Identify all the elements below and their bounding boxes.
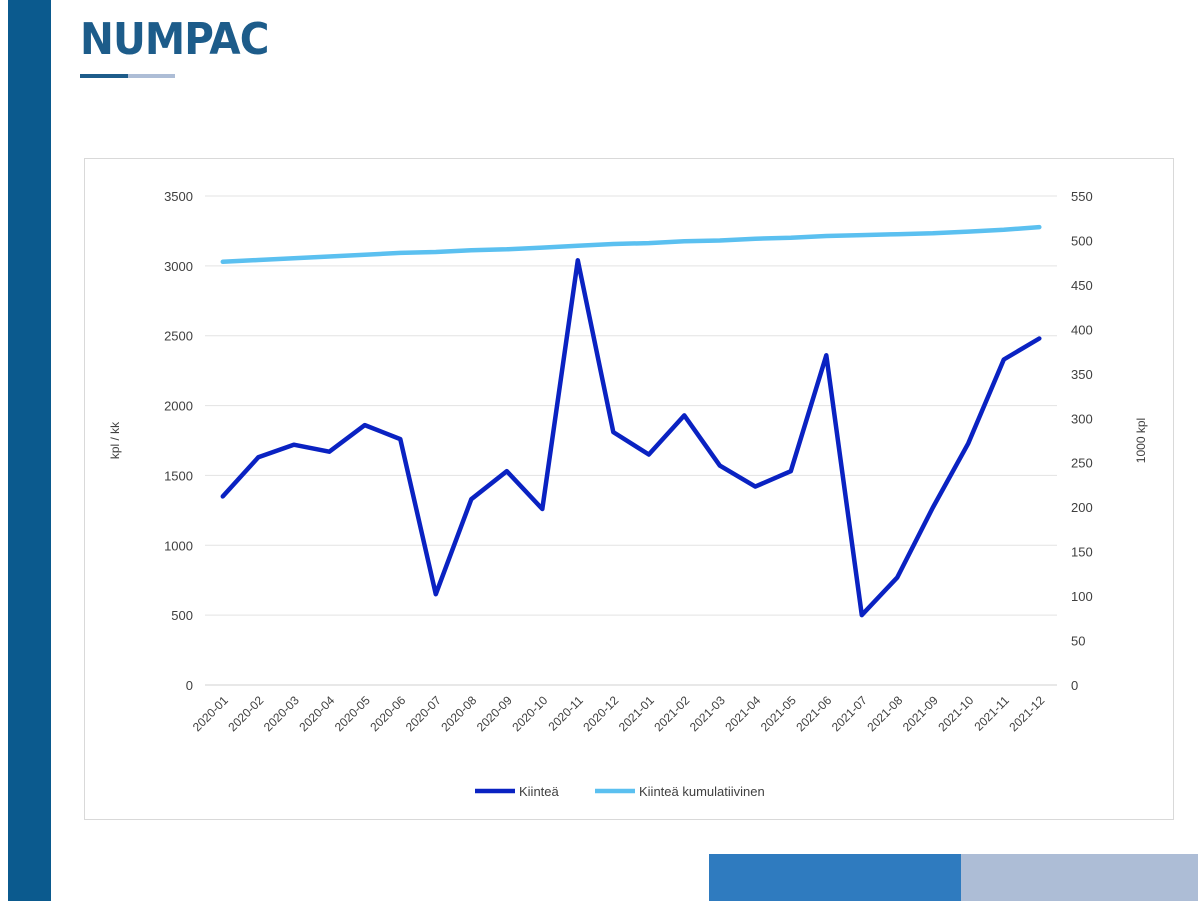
x-tick-label: 2020-08 xyxy=(438,693,479,734)
y-right-tick-label: 450 xyxy=(1071,278,1093,293)
x-tick-label: 2021-02 xyxy=(651,693,692,734)
x-tick-label: 2020-09 xyxy=(474,693,515,734)
x-tick-label: 2020-02 xyxy=(225,693,266,734)
x-tick-label: 2020-04 xyxy=(296,693,337,734)
footer-block-mid xyxy=(709,854,961,901)
y-left-tick-label: 500 xyxy=(171,608,193,623)
y-left-tick-label: 1000 xyxy=(164,538,193,553)
chart-area: 0 500 1000 1500 2000 2500 3000 3500 0 50 100 150 200… xyxy=(84,158,1174,820)
y-right-tick-label: 150 xyxy=(1071,545,1093,560)
x-tick-label: 2021-03 xyxy=(687,693,728,734)
x-tick-label: 2021-01 xyxy=(616,693,657,734)
line-chart: 0 500 1000 1500 2000 2500 3000 3500 0 50 100 150 200… xyxy=(108,189,1148,799)
y-right-tick-label: 250 xyxy=(1071,456,1093,471)
x-tick-label: 2021-12 xyxy=(1006,693,1047,734)
y-left-tick-label: 0 xyxy=(186,678,193,693)
y-right-tick-label: 500 xyxy=(1071,233,1093,248)
x-tick-label: 2021-05 xyxy=(758,693,799,734)
x-tick-label: 2020-05 xyxy=(332,693,373,734)
y-right-tick-label: 50 xyxy=(1071,634,1085,649)
numpac-logo: NUMPAC xyxy=(80,14,269,82)
y-right-tick-label: 0 xyxy=(1071,678,1078,693)
left-accent-bar xyxy=(8,0,51,901)
logo-text: NUMPAC xyxy=(80,14,269,65)
y-left-tick-label: 2500 xyxy=(164,329,193,344)
x-tick-label: 2020-06 xyxy=(367,693,408,734)
logo-underline-dark xyxy=(80,74,128,78)
x-tick-label: 2021-10 xyxy=(935,693,976,734)
y-right-tick-label: 400 xyxy=(1071,322,1093,337)
x-tick-label: 2020-01 xyxy=(190,693,231,734)
y-left-tick-label: 3500 xyxy=(164,189,193,204)
x-tick-label: 2021-07 xyxy=(829,693,870,734)
logo-underline-light xyxy=(128,74,175,78)
footer-block-light xyxy=(961,854,1198,901)
y-left-axis-title: kpl / kk xyxy=(108,421,122,459)
y-right-tick-label: 350 xyxy=(1071,367,1093,382)
x-tick-label: 2020-07 xyxy=(403,693,444,734)
x-tick-label: 2020-10 xyxy=(509,693,550,734)
x-tick-label: 2021-08 xyxy=(864,693,905,734)
x-tick-label: 2021-04 xyxy=(722,693,763,734)
x-tick-label: 2020-12 xyxy=(580,693,621,734)
y-left-tick-label: 1500 xyxy=(164,468,193,483)
y-right-axis-title: 1000 kpl xyxy=(1134,418,1148,463)
x-tick-label: 2021-09 xyxy=(900,693,941,734)
x-tick-label: 2021-11 xyxy=(971,693,1012,734)
legend-label: Kiinteä xyxy=(519,784,560,799)
series-line-kiintea xyxy=(220,258,1042,618)
legend-label: Kiinteä kumulatiivinen xyxy=(639,784,765,799)
y-right-tick-label: 100 xyxy=(1071,589,1093,604)
x-tick-label: 2020-03 xyxy=(261,693,302,734)
y-right-tick-label: 300 xyxy=(1071,411,1093,426)
y-left-tick-label: 2000 xyxy=(164,399,193,414)
y-right-tick-label: 550 xyxy=(1071,189,1093,204)
x-tick-label: 2021-06 xyxy=(793,693,834,734)
y-left-tick-label: 3000 xyxy=(164,259,193,274)
series-line-kiintea-kumulatiivinen xyxy=(220,224,1042,265)
y-right-tick-label: 200 xyxy=(1071,500,1093,515)
x-tick-label: 2020-11 xyxy=(545,693,586,734)
